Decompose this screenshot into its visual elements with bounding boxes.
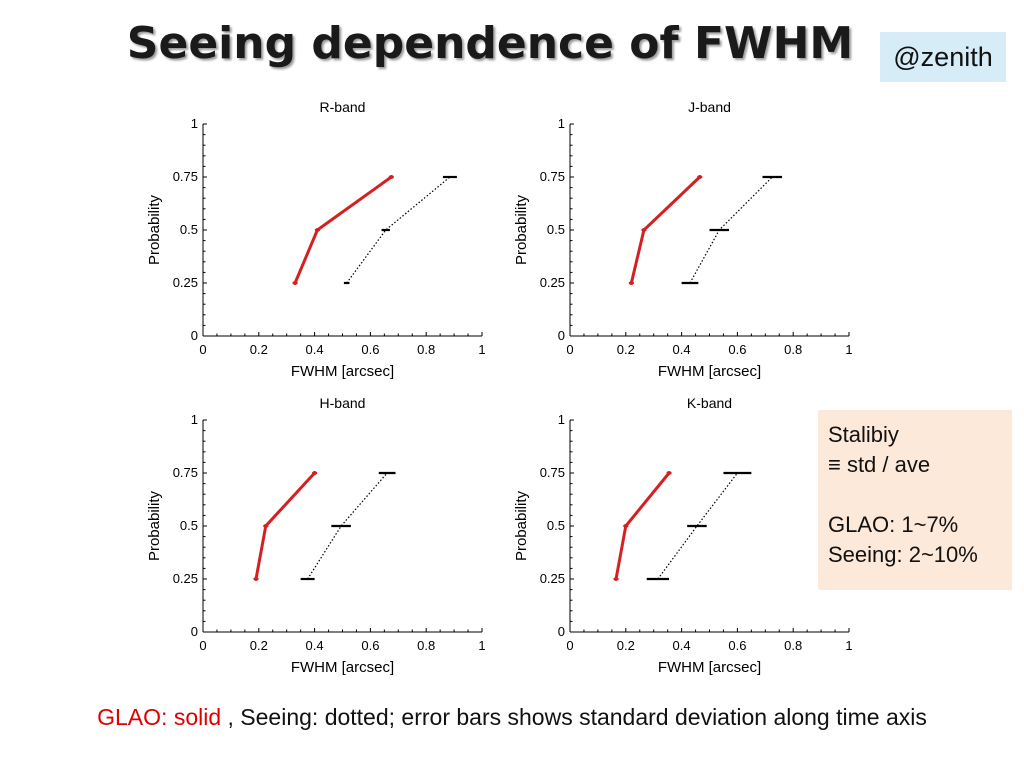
chart-panel-1: 0 0.2 0.4 0.6 0.8 1 0 0.25 0.5 0.75 1 J-band FWHM [a… <box>513 99 853 380</box>
x-tick-label: 0 <box>566 342 573 357</box>
y-axis-label: Probability <box>513 490 530 561</box>
glao-point <box>667 471 672 475</box>
x-tick-label: 0 <box>199 342 206 357</box>
chart-panel-0: 0 0.2 0.4 0.6 0.8 1 0 0.25 0.5 0.75 1 R-band FWHM [a… <box>146 99 486 380</box>
x-tick-label: 0.8 <box>784 342 802 357</box>
glao-point <box>614 577 619 581</box>
y-tick-label: 0.25 <box>173 275 198 290</box>
caption-rest: , Seeing: dotted; error bars shows stand… <box>221 704 927 730</box>
x-tick-label: 0.4 <box>673 342 691 357</box>
glao-point <box>389 175 394 179</box>
x-tick-label: 1 <box>845 342 852 357</box>
y-tick-label: 0.25 <box>540 275 565 290</box>
glao-point <box>254 577 259 581</box>
seeing-line <box>657 472 738 580</box>
y-tick-label: 0.5 <box>180 222 198 237</box>
glao-point <box>641 228 646 232</box>
x-tick-label: 0.2 <box>250 342 268 357</box>
x-axis-label: FWHM [arcsec] <box>658 363 761 380</box>
y-axis-label: Probability <box>513 194 530 265</box>
x-tick-label: 0.8 <box>784 638 802 653</box>
y-tick-label: 1 <box>191 116 198 131</box>
x-tick-label: 0.6 <box>361 342 379 357</box>
x-tick-label: 0.6 <box>728 638 746 653</box>
chart-title: H-band <box>320 395 366 411</box>
x-tick-label: 0.2 <box>617 342 635 357</box>
y-tick-label: 0.75 <box>173 169 198 184</box>
glao-point <box>312 471 317 475</box>
y-tick-label: 0.75 <box>540 169 565 184</box>
caption: GLAO: solid , Seeing: dotted; error bars… <box>0 704 1024 731</box>
chart-title: J-band <box>688 99 731 115</box>
stability-line-blank <box>828 480 1012 510</box>
glao-point <box>629 281 634 285</box>
y-tick-label: 0.75 <box>173 465 198 480</box>
glao-point <box>623 524 628 528</box>
chart-panel-3: 0 0.2 0.4 0.6 0.8 1 0 0.25 0.5 0.75 1 K-band FWHM [a… <box>513 395 853 676</box>
x-tick-label: 1 <box>478 638 485 653</box>
x-tick-label: 0.8 <box>417 342 435 357</box>
glao-point <box>315 228 320 232</box>
x-tick-label: 0 <box>566 638 573 653</box>
y-tick-label: 0.5 <box>180 518 198 533</box>
x-tick-label: 1 <box>478 342 485 357</box>
stability-line-1: Stalibiy <box>828 422 899 447</box>
glao-point <box>697 175 702 179</box>
glao-point <box>263 524 268 528</box>
y-axis-label: Probability <box>146 194 163 265</box>
y-tick-label: 0.5 <box>547 222 565 237</box>
y-tick-label: 0.5 <box>547 518 565 533</box>
seeing-line <box>689 176 773 284</box>
x-tick-label: 0.2 <box>617 638 635 653</box>
y-tick-label: 0.25 <box>540 571 565 586</box>
x-tick-label: 0.6 <box>361 638 379 653</box>
x-tick-label: 0 <box>199 638 206 653</box>
chart-title: K-band <box>687 395 732 411</box>
x-tick-label: 0.4 <box>673 638 691 653</box>
x-axis-label: FWHM [arcsec] <box>291 363 394 380</box>
seeing-line <box>346 176 451 284</box>
x-axis-label: FWHM [arcsec] <box>291 659 394 676</box>
chart-title: R-band <box>320 99 366 115</box>
x-tick-label: 0.6 <box>728 342 746 357</box>
zenith-tag: @zenith <box>880 32 1006 82</box>
x-tick-label: 0.4 <box>306 638 324 653</box>
x-axis-label: FWHM [arcsec] <box>658 659 761 676</box>
y-tick-label: 0 <box>191 328 198 343</box>
y-tick-label: 1 <box>558 116 565 131</box>
y-axis-label: Probability <box>146 490 163 561</box>
y-tick-label: 0 <box>191 624 198 639</box>
y-tick-label: 0 <box>558 624 565 639</box>
stability-box: Stalibiy ≡ std / ave GLAO: 1~7% Seeing: … <box>818 410 1012 590</box>
plots-canvas: 0 0.2 0.4 0.6 0.8 1 0 0.25 0.5 0.75 1 R-band FWHM [a… <box>146 99 853 676</box>
caption-glao: GLAO: solid <box>97 704 222 730</box>
x-tick-label: 0.2 <box>250 638 268 653</box>
chart-panel-2: 0 0.2 0.4 0.6 0.8 1 0 0.25 0.5 0.75 1 H-band FWHM [a… <box>146 395 486 676</box>
slide-title: Seeing dependence of FWHM <box>126 18 854 69</box>
stability-line-3: GLAO: 1~7% <box>828 512 959 537</box>
x-tick-label: 0.8 <box>417 638 435 653</box>
stability-line-2: ≡ std / ave <box>828 452 931 477</box>
glao-point <box>293 281 298 285</box>
y-tick-label: 0.25 <box>173 571 198 586</box>
x-tick-label: 0.4 <box>306 342 324 357</box>
y-tick-label: 1 <box>558 412 565 427</box>
glao-line <box>293 175 393 285</box>
y-tick-label: 1 <box>191 412 198 427</box>
y-tick-label: 0.75 <box>540 465 565 480</box>
stability-line-4: Seeing: 2~10% <box>828 542 978 567</box>
y-tick-label: 0 <box>558 328 565 343</box>
x-tick-label: 1 <box>845 638 852 653</box>
seeing-line <box>307 472 388 580</box>
